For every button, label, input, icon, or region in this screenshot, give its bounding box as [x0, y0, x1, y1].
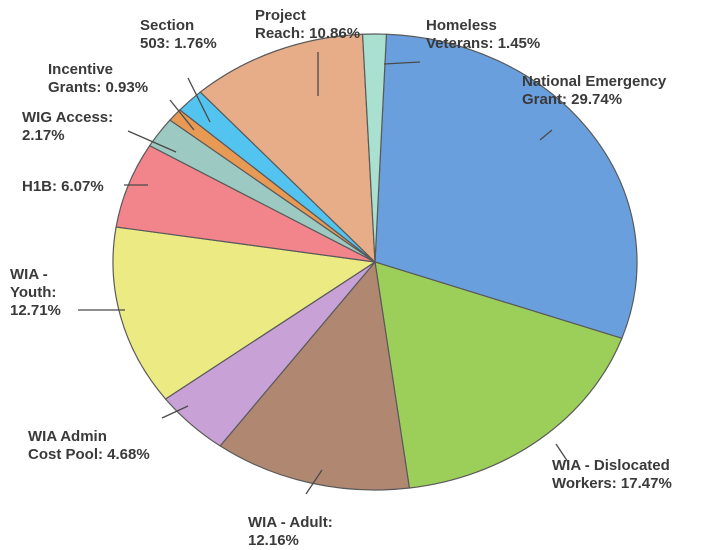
slice-label-line: Cost Pool: 4.68%: [28, 446, 150, 463]
slice-label-incentive-grants: Incentive Grants: 0.93%: [48, 61, 148, 96]
leader-line-wia-admin-cost-pool: [161, 405, 189, 419]
leader-line-national-emergency-grant: [539, 129, 553, 141]
slice-label-line: 2.17%: [22, 127, 65, 144]
pie-slice-project-reach: [199, 33, 376, 264]
slice-label-line: WIA -: [10, 266, 48, 283]
slice-label-line: WIG Access:: [22, 109, 113, 126]
slice-label-line: Grant: 29.74%: [522, 91, 622, 108]
slice-label-project-reach: Project Reach: 10.86%: [255, 7, 360, 42]
slice-label-line: H1B: 6.07%: [22, 178, 104, 195]
leader-line-wia-adult: [305, 469, 323, 495]
slice-label-wig-access: WIG Access: 2.17%: [22, 109, 113, 144]
leader-line-homeless-veterans: [383, 61, 421, 65]
slice-label-line: Incentive: [48, 61, 113, 78]
leader-line-section-503: [187, 77, 211, 123]
pie-slices: [112, 33, 638, 491]
slice-label-line: 503: 1.76%: [140, 35, 217, 52]
pie-slice-wia-youth: [112, 226, 377, 400]
pie-slice-wia-adult: [219, 260, 411, 491]
slice-label-section-503: Section 503: 1.76%: [140, 17, 217, 52]
slice-label-national-emergency-grant: National Emergency Grant: 29.74%: [522, 73, 667, 108]
leader-line-incentive-grants: [169, 99, 195, 131]
slice-label-line: Homeless: [426, 17, 497, 34]
slice-label-line: Workers: 17.47%: [552, 475, 672, 492]
leader-line-wia-dislocated-workers: [555, 443, 569, 463]
slice-label-line: 12.16%: [248, 532, 299, 549]
slice-label-wia-admin-cost-pool: WIA Admin Cost Pool: 4.68%: [28, 428, 150, 463]
slice-label-line: National Emergency: [522, 73, 667, 90]
slice-label-line: WIA - Adult:: [248, 514, 333, 531]
slice-label-line: WIA Admin: [28, 428, 107, 445]
slice-label-line: WIA - Dislocated: [552, 457, 670, 474]
pie-labels: National Emergency Grant: 29.74% WIA - Dis…: [10, 7, 672, 549]
slice-label-wia-adult: WIA - Adult: 12.16%: [248, 514, 333, 549]
slice-label-line: 12.71%: [10, 302, 61, 319]
slice-label-line: Grants: 0.93%: [48, 79, 148, 96]
slice-label-wia-dislocated-workers: WIA - Dislocated Workers: 17.47%: [552, 457, 672, 492]
slice-label-line: Youth:: [10, 284, 56, 301]
slice-label-h1b: H1B: 6.07%: [22, 178, 104, 195]
pie-slice-national-emergency-grant: [374, 33, 638, 340]
slice-label-line: Section: [140, 17, 194, 34]
pie-slice-homeless-veterans: [361, 33, 388, 263]
slice-label-homeless-veterans: Homeless Veterans: 1.45%: [426, 17, 540, 52]
slice-label-line: Reach: 10.86%: [255, 25, 360, 42]
slice-label-line: Project: [255, 7, 306, 24]
slice-label-wia-youth: WIA -Youth: 12.71%: [10, 266, 61, 319]
leader-line-wig-access: [127, 130, 177, 153]
slice-label-line: Veterans: 1.45%: [426, 35, 540, 52]
pie-slice-wia-dislocated-workers: [374, 261, 623, 489]
